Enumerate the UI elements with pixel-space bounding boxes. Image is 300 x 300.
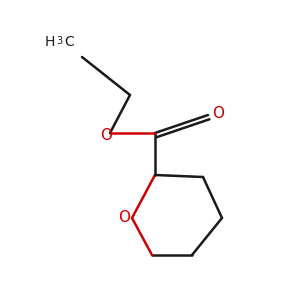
Text: 3: 3 [56, 36, 62, 46]
Text: O: O [100, 128, 112, 142]
Text: O: O [212, 106, 224, 121]
Text: O: O [118, 211, 130, 226]
Text: C: C [64, 35, 74, 49]
Text: H: H [45, 35, 55, 49]
